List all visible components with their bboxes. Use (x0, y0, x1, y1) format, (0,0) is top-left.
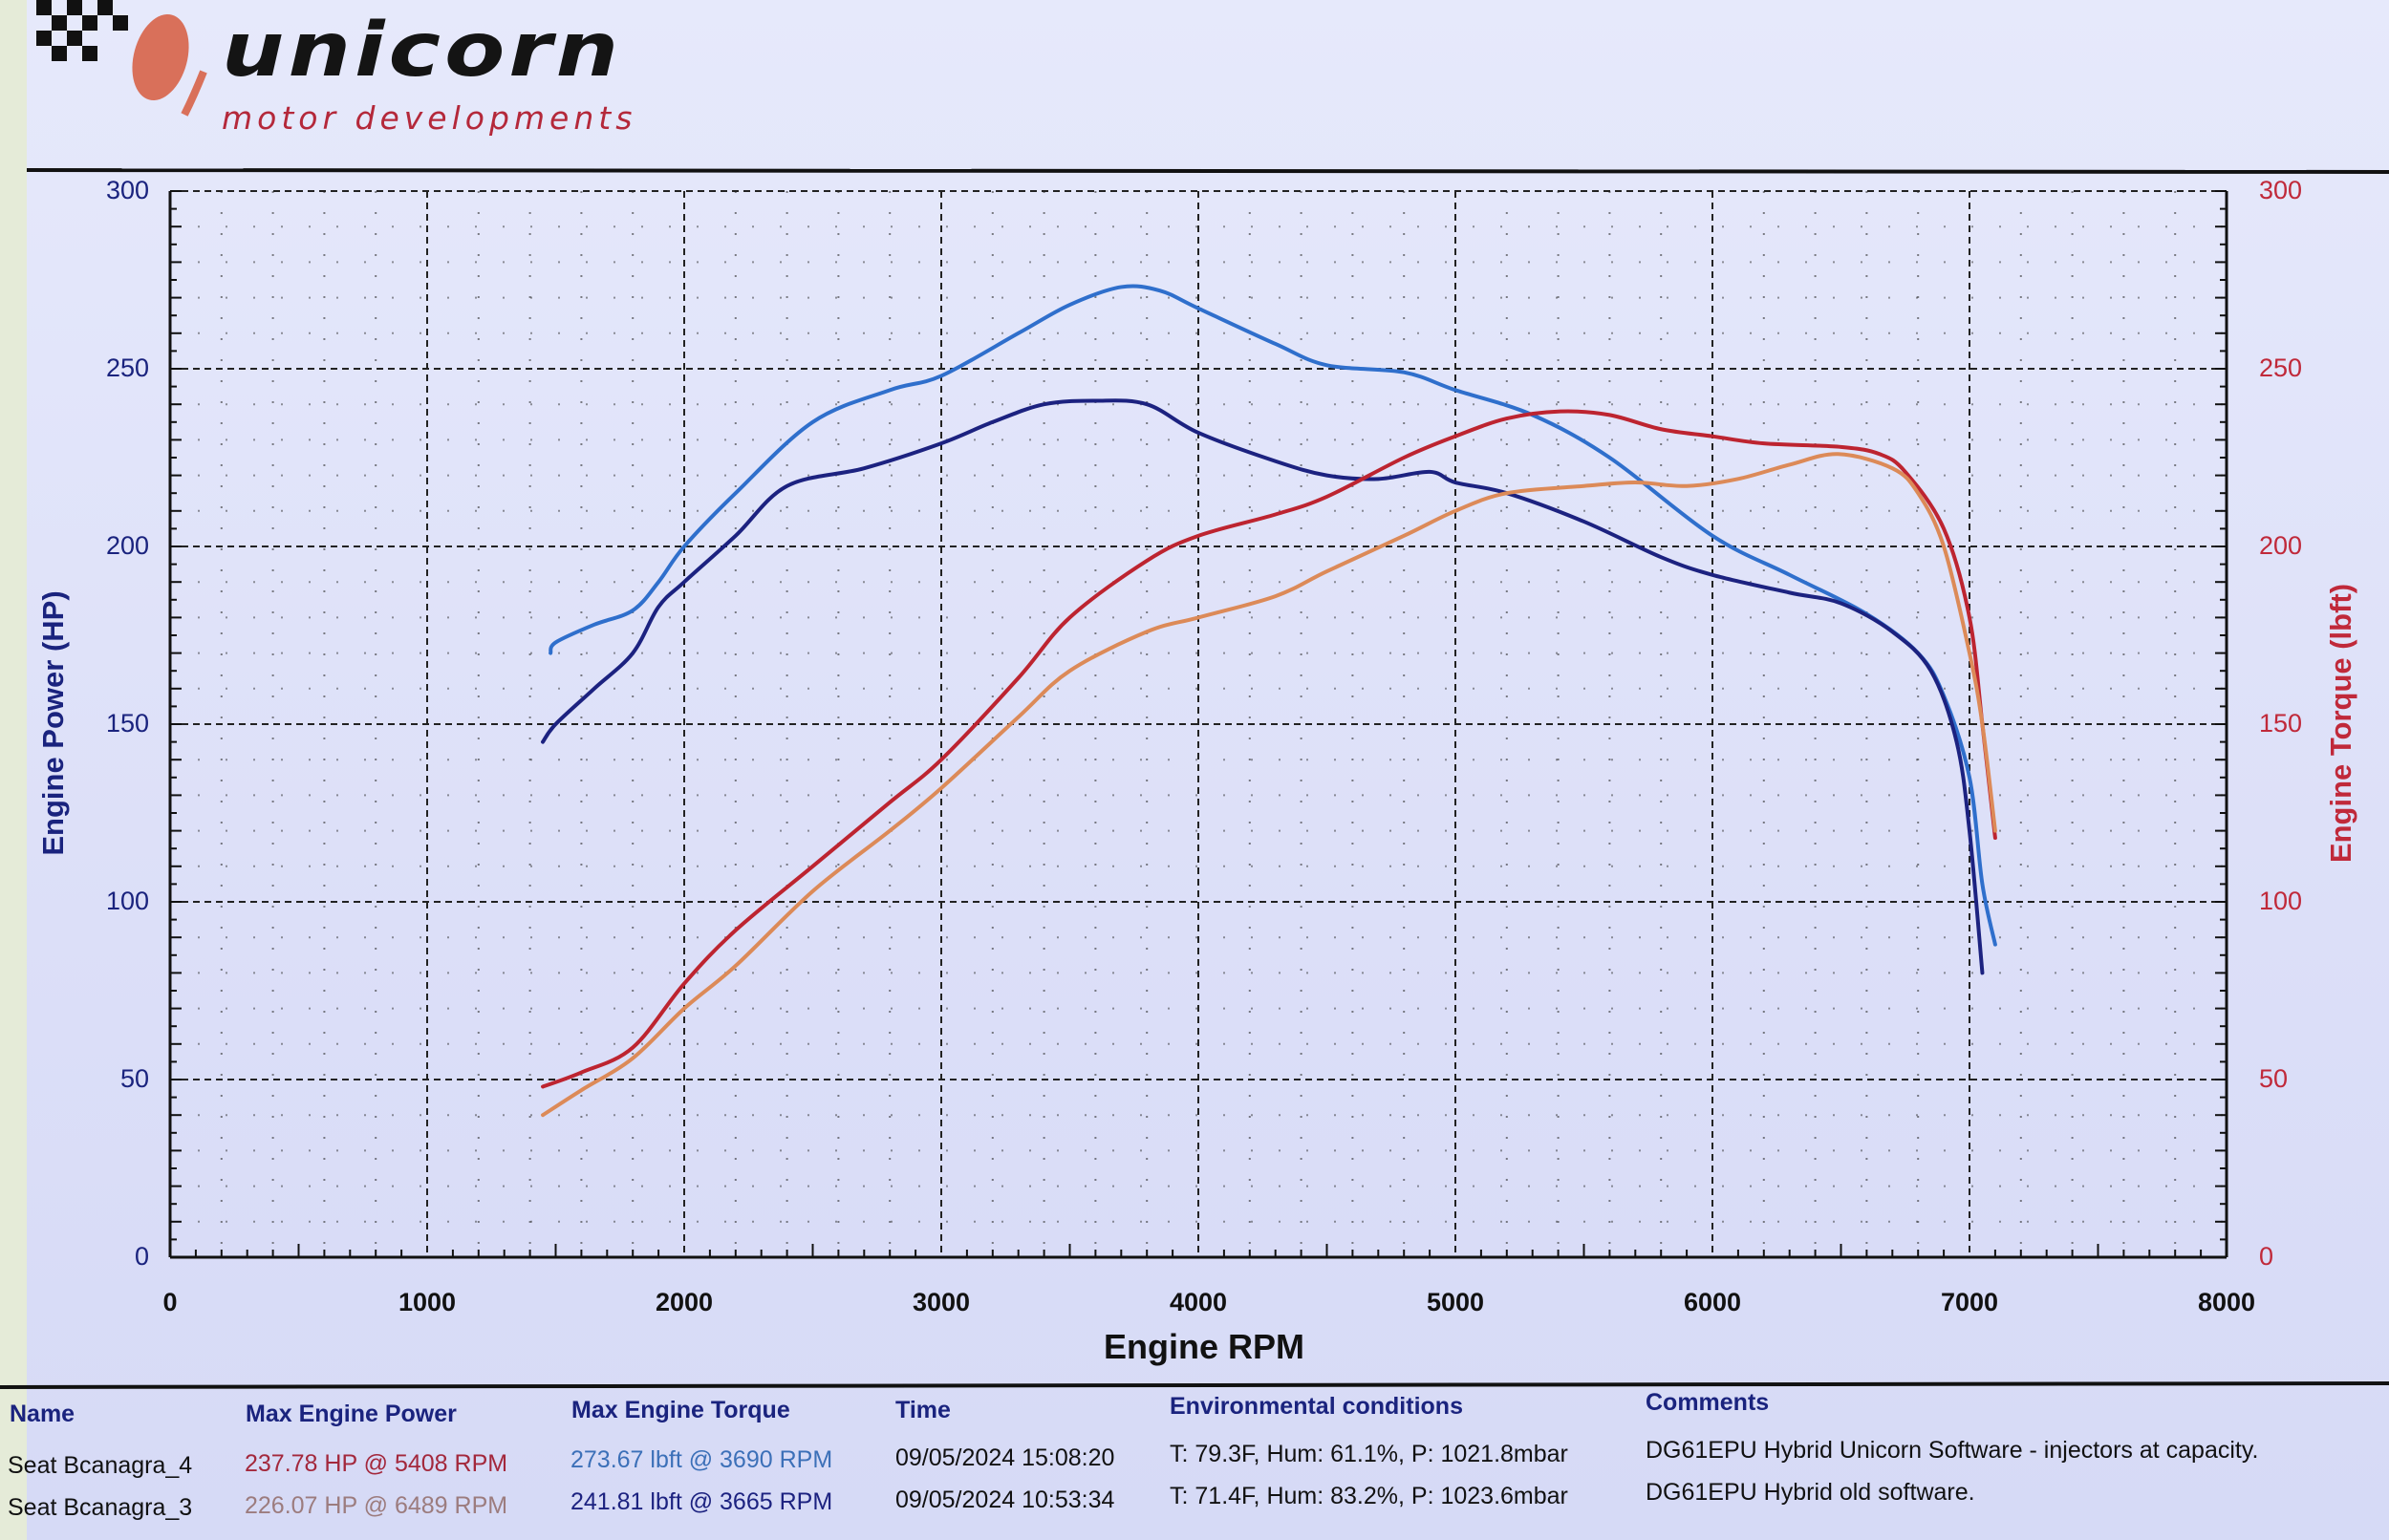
y-right-tick-label: 0 (2259, 1242, 2273, 1271)
row-comment: DG61EPU Hybrid Unicorn Software - inject… (1646, 1437, 2259, 1464)
row-time: 09/05/2024 10:53:34 (895, 1487, 1115, 1513)
x-axis-label: Engine RPM (1104, 1327, 1304, 1366)
header-name: Name (10, 1401, 75, 1427)
y-axis-left-label: Engine Power (HP) (36, 590, 70, 855)
y-right-tick-label: 200 (2259, 531, 2302, 560)
row-max-torque: 273.67 lbft @ 3690 RPM (570, 1446, 833, 1473)
y-right-tick-label: 300 (2259, 176, 2302, 204)
x-tick-label: 0 (162, 1288, 177, 1316)
x-tick-label: 2000 (656, 1288, 713, 1316)
header-rule (26, 168, 2389, 174)
header-time: Time (895, 1397, 951, 1423)
y-right-tick-label: 50 (2259, 1064, 2288, 1093)
x-tick-label: 7000 (1941, 1288, 1998, 1316)
x-tick-label: 5000 (1427, 1288, 1484, 1316)
dyno-sheet (27, 0, 2389, 1540)
y-left-tick-label: 200 (106, 531, 149, 560)
row-name: Seat Bcanagra_4 (8, 1452, 193, 1479)
y-left-tick-label: 50 (120, 1064, 149, 1093)
photo-edge (0, 0, 27, 1540)
x-tick-label: 4000 (1170, 1288, 1227, 1316)
row-max-power: 237.78 HP @ 5408 RPM (245, 1450, 508, 1477)
row-time: 09/05/2024 15:08:20 (895, 1444, 1115, 1471)
header-comments: Comments (1646, 1389, 1770, 1416)
row-max-power: 226.07 HP @ 6489 RPM (245, 1492, 508, 1519)
header-max-power: Max Engine Power (246, 1401, 457, 1427)
y-left-tick-label: 300 (106, 176, 149, 204)
x-tick-label: 3000 (913, 1288, 970, 1316)
y-right-tick-label: 250 (2259, 353, 2302, 382)
header-max-torque: Max Engine Torque (571, 1397, 790, 1423)
y-right-tick-label: 150 (2259, 709, 2302, 738)
row-max-torque: 241.81 lbft @ 3665 RPM (570, 1488, 833, 1515)
header-environment: Environmental conditions (1170, 1393, 1463, 1420)
y-right-tick-label: 100 (2259, 887, 2302, 915)
logo-wordmark: unicorn (222, 6, 623, 94)
logo-tagline: motor developments (222, 99, 637, 137)
y-axis-right-label: Engine Torque (lbft) (2324, 584, 2357, 863)
y-left-tick-label: 150 (106, 709, 149, 738)
unicorn-logo (36, 0, 207, 117)
row-environment: T: 79.3F, Hum: 61.1%, P: 1021.8mbar (1170, 1441, 1568, 1467)
power-line-run4 (541, 409, 1997, 1089)
row-name: Seat Bcanagra_3 (8, 1494, 193, 1521)
torque-line-run3 (541, 398, 1985, 975)
y-left-tick-label: 100 (106, 887, 149, 915)
x-tick-label: 8000 (2198, 1288, 2255, 1316)
torque-line-run4 (549, 284, 1997, 947)
x-tick-label: 6000 (1684, 1288, 1741, 1316)
table-rule (0, 1381, 2389, 1389)
y-left-tick-label: 250 (106, 353, 149, 382)
row-comment: DG61EPU Hybrid old software. (1646, 1479, 1975, 1506)
x-tick-label: 1000 (398, 1288, 456, 1316)
power-line-run3 (541, 452, 1997, 1118)
y-left-tick-label: 0 (135, 1242, 149, 1271)
row-environment: T: 71.4F, Hum: 83.2%, P: 1023.6mbar (1170, 1483, 1568, 1509)
